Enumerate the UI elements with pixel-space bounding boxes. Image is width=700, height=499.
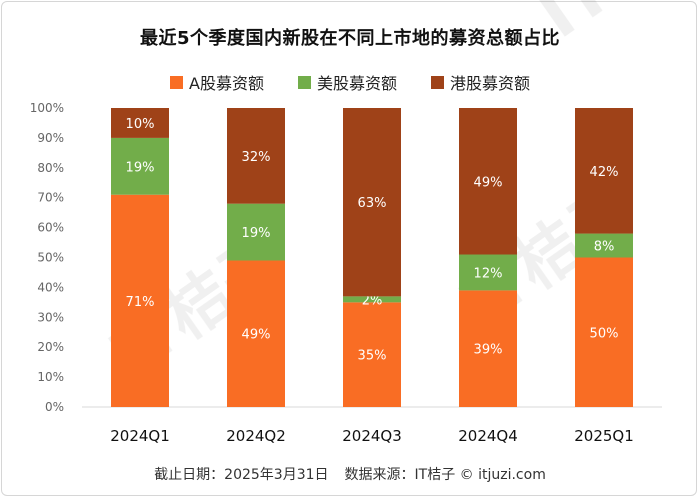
data-label: 32% <box>242 150 271 165</box>
data-label: 42% <box>590 165 619 180</box>
legend-swatch-a-share <box>170 75 183 89</box>
data-label: 2% <box>362 293 383 308</box>
legend-item-a-share: A股募资额 <box>170 72 264 93</box>
y-tick-label: 30% <box>37 310 64 324</box>
data-label: 50% <box>590 326 619 341</box>
bar-segment <box>343 296 401 303</box>
watermark-text: IT桔子 <box>527 0 700 53</box>
legend: A股募资额 美股募资额 港股募资额 <box>0 72 700 93</box>
legend-swatch-hk <box>430 75 444 89</box>
legend-item-us: 美股募资额 <box>297 72 397 93</box>
x-tick-label: 2025Q1 <box>574 427 634 445</box>
footer-date: 截止日期：2025年3月31日 <box>154 467 329 483</box>
legend-swatch-us <box>297 75 311 89</box>
bar-segment <box>575 233 633 258</box>
y-tick-label: 80% <box>37 161 64 175</box>
bar-segment <box>575 108 633 234</box>
data-label: 12% <box>474 266 503 281</box>
legend-item-hk: 港股募资额 <box>430 72 530 93</box>
bar-segment <box>343 108 401 297</box>
data-label: 8% <box>594 240 615 255</box>
y-tick-label: 60% <box>37 221 64 235</box>
data-label: 39% <box>474 343 503 358</box>
bar-segment <box>111 194 169 407</box>
x-tick-label: 2024Q4 <box>458 427 518 445</box>
data-label: 10% <box>126 117 155 132</box>
data-label: 49% <box>474 175 503 190</box>
y-tick-label: 90% <box>37 131 64 145</box>
y-tick-label: 50% <box>37 251 64 265</box>
y-tick-label: 10% <box>37 370 64 384</box>
bar-segment <box>227 260 285 407</box>
bar-segment <box>459 290 517 407</box>
legend-label-hk: 港股募资额 <box>449 74 530 93</box>
x-tick-label: 2024Q2 <box>226 427 286 445</box>
y-tick-label: 70% <box>37 191 64 205</box>
data-label: 49% <box>242 328 271 343</box>
y-tick-label: 0% <box>45 400 64 414</box>
bar-segment <box>227 108 285 204</box>
data-label: 63% <box>358 196 387 211</box>
bar-segment <box>459 108 517 255</box>
data-label: 19% <box>242 226 271 241</box>
footer-source: 数据来源：IT桔子 © itjuzi.com <box>344 467 546 483</box>
bar-segment <box>343 302 401 407</box>
data-label: 19% <box>126 160 155 175</box>
bar-segment <box>111 137 169 195</box>
y-tick-label: 20% <box>37 340 64 354</box>
x-tick-label: 2024Q1 <box>110 427 170 445</box>
legend-label-us: 美股募资额 <box>316 74 397 93</box>
chart-title: 最近5个季度国内新股在不同上市地的募资总额占比 <box>139 28 561 49</box>
bar-segment <box>227 203 285 261</box>
y-tick-label: 100% <box>30 101 64 115</box>
x-tick-label: 2024Q3 <box>342 427 402 445</box>
data-label: 35% <box>358 349 387 364</box>
bar-segment <box>111 108 169 138</box>
data-label: 71% <box>126 295 155 310</box>
footer: 截止日期：2025年3月31日 数据来源：IT桔子 © itjuzi.com <box>0 464 700 484</box>
legend-label-a-share: A股募资额 <box>189 74 264 93</box>
bar-segment <box>459 254 517 291</box>
bar-segment <box>575 257 633 407</box>
y-tick-label: 40% <box>37 280 64 294</box>
